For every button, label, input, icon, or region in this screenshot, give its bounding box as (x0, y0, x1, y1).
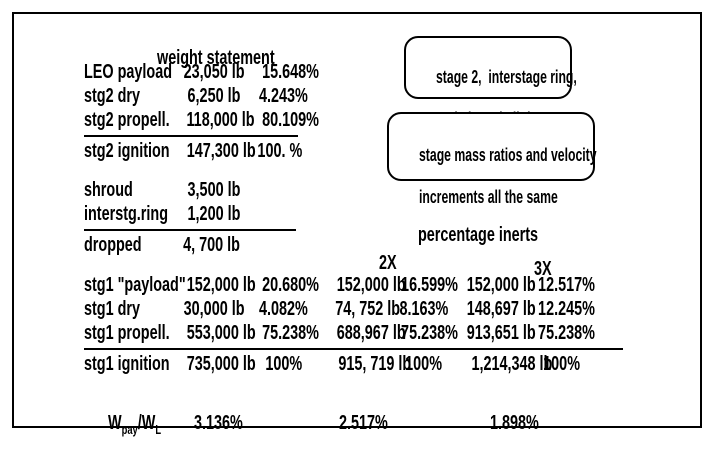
row-label: stg1 dry (84, 298, 141, 320)
table-row: stg1 propell. 553,000 lb 75.238% (84, 322, 319, 344)
column-header-3x: 3X (534, 258, 552, 280)
weight-value: 30,000 lb (183, 298, 245, 320)
weight-value: 148,697 lb (466, 298, 536, 320)
callout-line: stage mass ratios and velocity (419, 145, 597, 165)
weight-value: 74, 752 lb (335, 298, 401, 320)
table-row: 913,651 lb 75.238% (440, 323, 597, 343)
weight-value: 152,000 lb (466, 274, 536, 296)
table-row: stg1 ignition 735,000 lb 100% (84, 354, 302, 374)
ratio-subscript-pay: pay (121, 422, 138, 437)
table-row: 74, 752 lb 8.163% (310, 299, 458, 319)
percent-value: 16.599% (401, 274, 458, 296)
ratio-subscript-l: L (155, 422, 162, 437)
weight-value: 913,651 lb (466, 322, 536, 344)
row-label: interstg.ring (84, 203, 169, 225)
table-row: stg2 ignition 147,300 lb 100. % (84, 141, 302, 161)
row-label: shroud (84, 179, 133, 201)
table-row: shroud 3,500 lb (84, 180, 240, 200)
divider-dropped (84, 229, 296, 231)
divider-stage2 (84, 135, 298, 137)
percent-value: 100% (265, 353, 302, 375)
payload-ratio-value-3x: 1.898% (490, 412, 540, 434)
divider-stage1 (84, 348, 623, 350)
row-label: stg1 propell. (84, 322, 170, 344)
percent-value: 4.243% (258, 85, 308, 107)
table-row: stg1 "payload" 152,000 lb 20.680% (84, 274, 319, 296)
weight-value: 152,000 lb (186, 274, 256, 296)
weight-value: 1,214,348 lb (471, 353, 553, 375)
weight-value: 152,000 lb (336, 274, 406, 296)
weight-value: 1,200 lb (187, 203, 240, 225)
callout-box-stage2-same: stage 2, interstage ring, and shroud all… (404, 36, 577, 129)
table-row: stg1 dry 30,000 lb 4.082% (84, 298, 308, 320)
weight-value: 4, 700 lb (183, 234, 240, 256)
percent-value: 12.517% (538, 274, 595, 296)
callout-line: increments all the same (419, 187, 558, 207)
row-label: stg1 ignition (84, 353, 170, 375)
percent-value: 8.163% (399, 298, 449, 320)
column-header-2x: 2X (379, 252, 397, 274)
table-row: stg2 propell. 118,000 lb 80.109% (84, 109, 319, 131)
table-row: LEO payload 23,050 lb 15.648% (84, 61, 319, 83)
row-label: dropped (84, 234, 142, 256)
table-row: 915, 719 lb 100% (310, 354, 458, 374)
percentage-inerts-label: percentage inerts (418, 224, 539, 246)
percent-value: 100% (405, 353, 443, 375)
weight-value: 23,050 lb (183, 61, 245, 83)
weight-value: 688,967 lb (336, 322, 406, 344)
payload-ratio-label: Wpay/WL (86, 393, 182, 450)
table-row: 1,214,348 lb 100% (440, 354, 597, 374)
percent-value: 75.238% (401, 322, 458, 344)
weight-value: 147,300 lb (186, 140, 256, 162)
percent-value: 100. % (257, 140, 303, 162)
page-frame (12, 12, 702, 428)
percent-value: 15.648% (262, 61, 319, 83)
table-row: stg2 dry 6,250 lb 4.243% (84, 85, 308, 107)
row-label: LEO payload (84, 61, 173, 83)
weight-value: 735,000 lb (186, 353, 256, 375)
ratio-w-symbol: /W (137, 412, 156, 434)
weight-value: 553,000 lb (186, 322, 256, 344)
table-row: 688,967 lb 75.238% (310, 323, 458, 343)
payload-ratio-value-2x: 2.517% (339, 412, 389, 434)
weight-value: 3,500 lb (187, 179, 240, 201)
percent-value: 20.680% (262, 274, 319, 296)
callout-line: stage 2, interstage ring, (436, 67, 577, 87)
table-row: interstg.ring 1,200 lb (84, 204, 240, 224)
table-row: 148,697 lb 12.245% (440, 299, 597, 319)
row-label: stg2 propell. (84, 109, 170, 131)
percent-value: 75.238% (262, 322, 319, 344)
row-label: stg1 "payload" (84, 274, 186, 296)
table-row: dropped 4, 700 lb (84, 235, 240, 255)
page-title: weight statement (157, 47, 275, 69)
payload-ratio-value-baseline: 3.136% (194, 412, 244, 434)
table-row: 152,000 lb 12.517% (440, 275, 597, 295)
percent-value: 75.238% (538, 322, 595, 344)
percent-value: 4.082% (258, 298, 308, 320)
row-label: stg2 ignition (84, 140, 170, 162)
percent-value: 12.245% (538, 298, 595, 320)
ratio-w-symbol: W (108, 412, 122, 434)
weight-value: 915, 719 lb (338, 353, 412, 375)
percent-value: 80.109% (262, 109, 319, 131)
weight-value: 118,000 lb (186, 109, 255, 131)
table-row: 152,000 lb 16.599% (310, 275, 458, 295)
weight-value: 6,250 lb (187, 85, 240, 107)
row-label: stg2 dry (84, 85, 141, 107)
percent-value: 100% (543, 353, 581, 375)
callout-box-ratios-same: stage mass ratios and velocity increment… (387, 112, 597, 207)
